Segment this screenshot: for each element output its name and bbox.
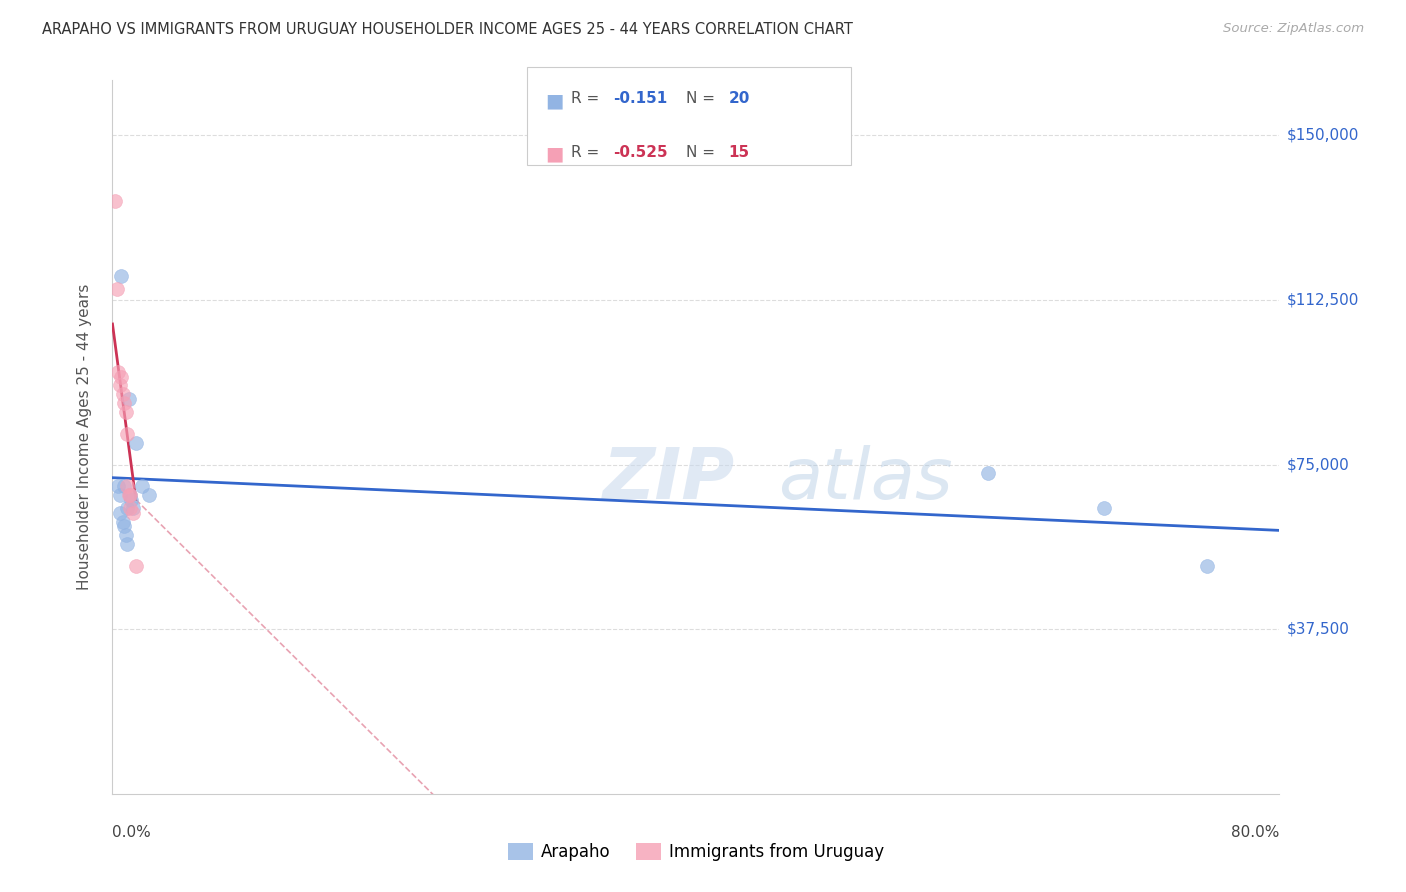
Point bbox=[115, 501, 138, 516]
Point bbox=[108, 506, 131, 520]
Text: $150,000: $150,000 bbox=[1286, 128, 1358, 143]
Text: -0.525: -0.525 bbox=[613, 145, 668, 160]
Point bbox=[111, 515, 134, 529]
Legend: Arapaho, Immigrants from Uruguay: Arapaho, Immigrants from Uruguay bbox=[501, 836, 891, 868]
Text: ■: ■ bbox=[546, 145, 564, 163]
Point bbox=[115, 479, 138, 493]
Point bbox=[117, 392, 139, 406]
Point bbox=[107, 479, 129, 493]
Point bbox=[114, 405, 136, 419]
Point bbox=[108, 488, 131, 502]
Point bbox=[111, 387, 134, 401]
Text: $37,500: $37,500 bbox=[1286, 622, 1350, 637]
Text: 15: 15 bbox=[728, 145, 749, 160]
Text: 0.0%: 0.0% bbox=[112, 825, 152, 840]
Text: R =: R = bbox=[571, 145, 599, 160]
Point bbox=[115, 426, 138, 441]
Point bbox=[112, 479, 135, 493]
Text: Source: ZipAtlas.com: Source: ZipAtlas.com bbox=[1223, 22, 1364, 36]
Point bbox=[115, 536, 138, 550]
Point bbox=[110, 268, 132, 283]
Point bbox=[118, 488, 141, 502]
Point bbox=[112, 396, 135, 410]
Point bbox=[117, 488, 139, 502]
Point bbox=[131, 479, 153, 493]
Point bbox=[122, 501, 145, 516]
Point bbox=[118, 488, 141, 502]
Point bbox=[125, 435, 148, 450]
Text: ARAPAHO VS IMMIGRANTS FROM URUGUAY HOUSEHOLDER INCOME AGES 25 - 44 YEARS CORRELA: ARAPAHO VS IMMIGRANTS FROM URUGUAY HOUSE… bbox=[42, 22, 853, 37]
Point bbox=[138, 488, 160, 502]
Point bbox=[120, 492, 142, 507]
Point bbox=[112, 519, 135, 533]
Y-axis label: Householder Income Ages 25 - 44 years: Householder Income Ages 25 - 44 years bbox=[77, 284, 91, 591]
Point bbox=[110, 369, 132, 384]
Point bbox=[104, 194, 127, 208]
Text: 20: 20 bbox=[728, 91, 749, 106]
Point bbox=[105, 282, 128, 296]
Text: $75,000: $75,000 bbox=[1286, 457, 1350, 472]
Text: $112,500: $112,500 bbox=[1286, 293, 1358, 308]
Text: N =: N = bbox=[686, 91, 716, 106]
Text: ZIP: ZIP bbox=[603, 445, 735, 515]
Text: N =: N = bbox=[686, 145, 716, 160]
Text: -0.151: -0.151 bbox=[613, 91, 668, 106]
Text: 80.0%: 80.0% bbox=[1232, 825, 1279, 840]
Point bbox=[1195, 558, 1218, 573]
Point bbox=[125, 558, 148, 573]
Point bbox=[118, 501, 141, 516]
Text: atlas: atlas bbox=[778, 445, 952, 515]
Text: ■: ■ bbox=[546, 91, 564, 110]
Point bbox=[107, 365, 129, 379]
Text: R =: R = bbox=[571, 91, 599, 106]
Point bbox=[976, 467, 998, 481]
Point bbox=[122, 506, 145, 520]
Point bbox=[114, 528, 136, 542]
Point bbox=[108, 378, 131, 392]
Point bbox=[1092, 501, 1115, 516]
